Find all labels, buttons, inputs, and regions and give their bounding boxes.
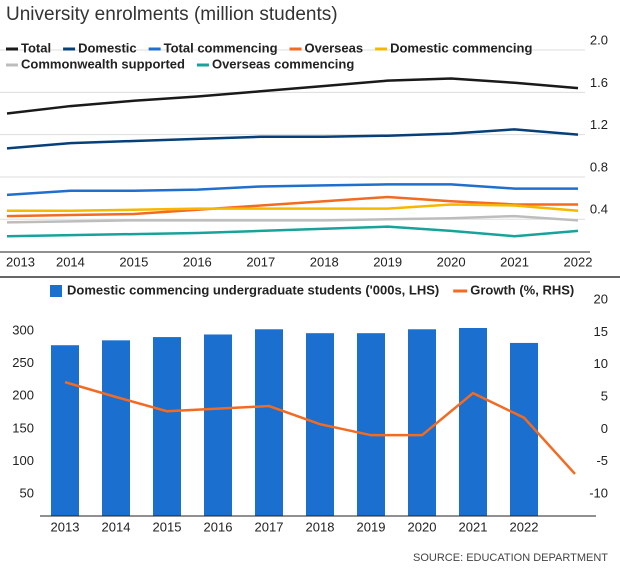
bar bbox=[357, 333, 385, 516]
y-tick-label: 200 bbox=[12, 388, 34, 403]
x-tick-label: 2020 bbox=[437, 254, 466, 269]
legend-label: Domestic commencing bbox=[390, 40, 532, 55]
series-line bbox=[7, 203, 579, 213]
x-tick-label: 2022 bbox=[510, 519, 539, 534]
series-line bbox=[6, 77, 579, 115]
y2-tick-label: 20 bbox=[594, 291, 608, 306]
y-tick-label: 100 bbox=[12, 453, 34, 468]
x-tick-label: 2021 bbox=[500, 254, 529, 269]
legend-label: Commonwealth supported bbox=[21, 56, 185, 71]
y-tick-label: 0.8 bbox=[590, 159, 608, 174]
x-tick-label: 2017 bbox=[246, 254, 275, 269]
y-tick-label: 1.6 bbox=[590, 75, 608, 90]
y2-tick-label: 5 bbox=[601, 388, 608, 403]
legend-label: Growth (%, RHS) bbox=[470, 282, 574, 297]
legend-label: Domestic bbox=[78, 40, 137, 55]
x-tick-label: 2018 bbox=[310, 254, 339, 269]
x-tick-label: 2020 bbox=[408, 519, 437, 534]
bar bbox=[459, 327, 487, 516]
series-line bbox=[6, 195, 578, 218]
series-line bbox=[6, 214, 579, 224]
series-line bbox=[6, 225, 579, 238]
y-tick-label: 300 bbox=[12, 323, 34, 338]
y2-tick-label: -5 bbox=[596, 453, 608, 468]
bar bbox=[408, 329, 436, 516]
x-tick-label: 2017 bbox=[255, 519, 284, 534]
x-tick-label: 2013 bbox=[6, 254, 35, 269]
x-tick-label: 2019 bbox=[373, 254, 402, 269]
y-tick-label: 250 bbox=[12, 355, 34, 370]
y-tick-label: 0.4 bbox=[590, 202, 608, 217]
growth-line bbox=[64, 380, 576, 475]
legend-label: Overseas bbox=[305, 40, 364, 55]
y-tick-label: 50 bbox=[20, 485, 34, 500]
y-tick-label: 2.0 bbox=[590, 32, 608, 47]
series-line bbox=[6, 183, 578, 197]
legend-label: Total bbox=[21, 40, 51, 55]
legend-label: Overseas commencing bbox=[212, 56, 354, 71]
bar bbox=[255, 329, 283, 516]
legend-label: Domestic commencing undergraduate studen… bbox=[67, 282, 439, 297]
x-tick-label: 2021 bbox=[459, 519, 488, 534]
series-line bbox=[6, 128, 579, 150]
bar bbox=[204, 334, 232, 516]
title: University enrolments (million students) bbox=[6, 4, 338, 25]
x-tick-label: 2018 bbox=[306, 519, 335, 534]
y2-tick-label: 15 bbox=[594, 324, 608, 339]
y-tick-label: 1.2 bbox=[590, 117, 608, 132]
bar bbox=[51, 345, 79, 516]
x-tick-label: 2016 bbox=[183, 254, 212, 269]
y2-tick-label: 0 bbox=[601, 421, 608, 436]
x-tick-label: 2014 bbox=[56, 254, 85, 269]
source: SOURCE: EDUCATION DEPARTMENT bbox=[413, 552, 608, 564]
x-tick-label: 2016 bbox=[204, 519, 233, 534]
x-tick-label: 2013 bbox=[51, 519, 80, 534]
y2-tick-label: -10 bbox=[589, 485, 608, 500]
x-tick-label: 2015 bbox=[119, 254, 148, 269]
x-tick-label: 2022 bbox=[564, 254, 593, 269]
y-tick-label: 150 bbox=[12, 420, 34, 435]
x-tick-label: 2015 bbox=[153, 519, 182, 534]
y2-tick-label: 10 bbox=[594, 356, 608, 371]
x-tick-label: 2014 bbox=[102, 519, 131, 534]
x-tick-label: 2019 bbox=[357, 519, 386, 534]
bar bbox=[153, 337, 181, 516]
legend-swatch bbox=[50, 285, 62, 297]
bar bbox=[102, 340, 130, 516]
legend-label: Total commencing bbox=[164, 40, 278, 55]
